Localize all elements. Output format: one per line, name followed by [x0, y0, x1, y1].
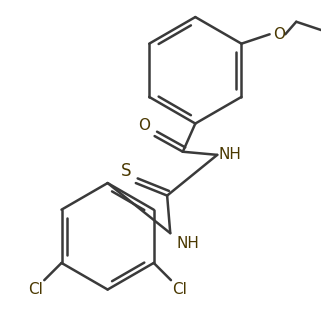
Text: S: S: [121, 162, 131, 180]
Text: NH: NH: [219, 147, 242, 162]
Text: Cl: Cl: [28, 282, 43, 297]
Text: O: O: [138, 118, 150, 133]
Text: NH: NH: [176, 236, 199, 251]
Text: Cl: Cl: [173, 282, 187, 297]
Text: O: O: [273, 27, 285, 42]
